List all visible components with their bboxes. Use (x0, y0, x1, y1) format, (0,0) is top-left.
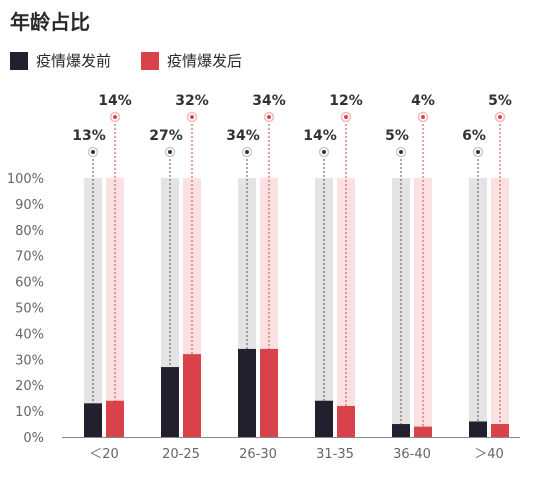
bar-after (491, 424, 509, 437)
legend-item-before: 疫情爆发前 (10, 50, 111, 71)
bar-after (337, 405, 355, 437)
y-tick-label: 60% (15, 276, 44, 291)
data-label-before: 27% (149, 128, 183, 144)
x-tick-label: 31-35 (316, 447, 354, 462)
legend-swatch-after (141, 51, 160, 70)
bar-track-after (106, 178, 124, 437)
bar-after (183, 354, 201, 437)
y-tick-label: 80% (15, 224, 44, 239)
marker-before (399, 150, 403, 154)
bar-after (414, 426, 432, 437)
bar-track-after (491, 178, 509, 437)
y-tick-label: 30% (15, 353, 44, 368)
data-label-after: 14% (98, 93, 132, 109)
chart-title: 年龄占比 (10, 10, 90, 34)
marker-before (91, 150, 95, 154)
marker-after (113, 115, 117, 119)
marker-before (168, 150, 172, 154)
data-label-after: 32% (175, 93, 209, 109)
y-tick-label: 10% (15, 405, 44, 420)
y-tick-label: 20% (15, 379, 44, 394)
y-tick-label: 40% (15, 327, 44, 342)
marker-after (190, 115, 194, 119)
y-tick-label: 100% (7, 172, 44, 187)
data-label-after: 12% (329, 93, 363, 109)
y-tick-label: 70% (15, 250, 44, 265)
marker-after (344, 115, 348, 119)
bar-before (84, 403, 102, 437)
legend-swatch-before (10, 51, 28, 70)
data-label-before: 34% (226, 128, 260, 144)
legend-label-after: 疫情爆发后 (167, 52, 243, 70)
bar-before (315, 400, 333, 437)
x-tick-label: 36-40 (393, 447, 431, 462)
data-label-before: 13% (72, 128, 106, 144)
x-tick-label: 20-25 (162, 447, 200, 462)
bar-after (260, 348, 278, 437)
marker-after (267, 115, 271, 119)
marker-after (421, 115, 425, 119)
marker-before (245, 150, 249, 154)
bar-before (392, 424, 410, 437)
marker-before (476, 150, 480, 154)
marker-before (322, 150, 326, 154)
x-tick-label: ＜20 (89, 447, 119, 462)
data-label-before: 14% (303, 128, 337, 144)
y-tick-label: 0% (23, 431, 44, 446)
marker-after (498, 115, 502, 119)
bar-before (161, 367, 179, 437)
bar-track-after (337, 178, 355, 437)
data-label-before: 6% (462, 128, 486, 144)
data-label-after: 5% (488, 93, 512, 109)
legend: 疫情爆发前 疫情爆发后 (10, 50, 272, 71)
data-label-after: 34% (252, 93, 286, 109)
bar-after (106, 400, 124, 437)
bar-track-after (414, 178, 432, 437)
bar-before (238, 348, 256, 437)
x-tick-label: 26-30 (239, 447, 277, 462)
data-label-before: 5% (385, 128, 409, 144)
bar-before (469, 421, 487, 437)
legend-item-after: 疫情爆发后 (141, 50, 242, 71)
legend-label-before: 疫情爆发前 (36, 52, 112, 70)
data-label-after: 4% (411, 93, 435, 109)
x-tick-label: ＞40 (474, 447, 504, 462)
y-tick-label: 90% (15, 198, 44, 213)
y-tick-label: 50% (15, 302, 44, 317)
